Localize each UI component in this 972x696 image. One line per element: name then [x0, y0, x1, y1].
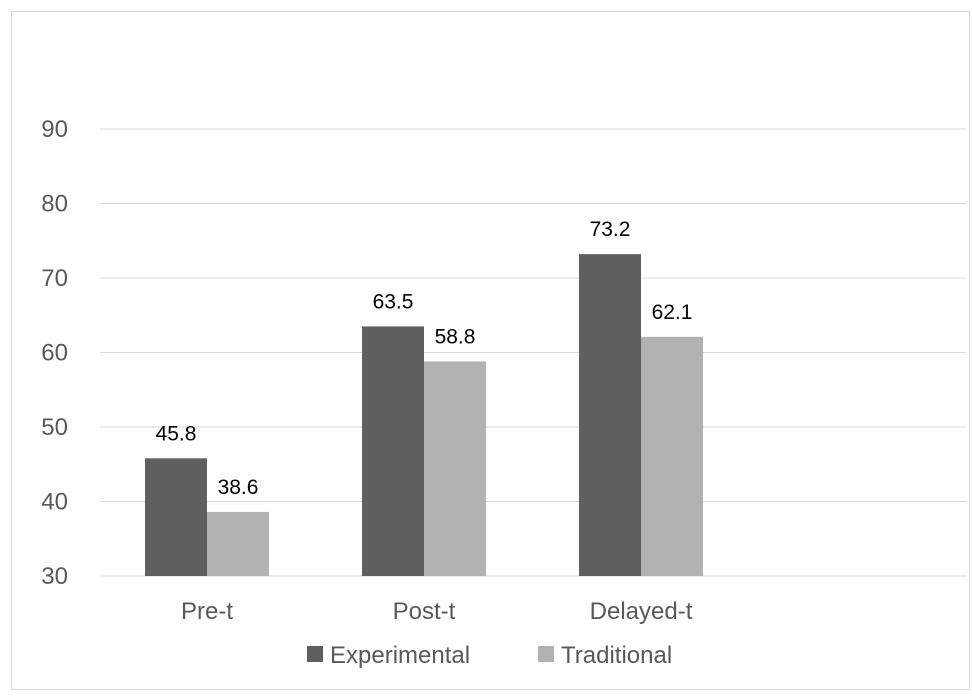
x-axis-categories: Pre-t Post-t Delayed-t [181, 598, 693, 625]
bar-traditional-delayed-t [641, 336, 703, 576]
data-label-experimental-post-t: 63.5 [373, 290, 414, 313]
chart-border [11, 11, 970, 690]
data-label-traditional-delayed-t: 62.1 [652, 301, 693, 324]
legend-swatch-traditional [538, 646, 554, 662]
y-tick-label: 50 [41, 414, 68, 441]
legend-label-experimental: Experimental [330, 642, 470, 669]
legend-label-traditional: Traditional [561, 642, 672, 669]
data-label-experimental-pre-t: 45.8 [156, 422, 197, 445]
y-tick-label: 60 [41, 340, 68, 367]
data-label-traditional-post-t: 58.8 [435, 325, 476, 348]
data-label-experimental-delayed-t: 73.2 [590, 218, 631, 241]
legend: Experimental Traditional [307, 642, 672, 669]
y-tick-label: 30 [41, 563, 68, 590]
bar-experimental-delayed-t [579, 254, 641, 576]
y-tick-label: 90 [41, 116, 68, 143]
y-tick-label: 80 [41, 191, 68, 218]
bar-experimental-pre-t [145, 458, 207, 576]
x-category-label: Post-t [393, 598, 456, 625]
y-tick-label: 70 [41, 265, 68, 292]
x-category-label: Delayed-t [590, 598, 693, 625]
bar-traditional-pre-t [207, 511, 269, 576]
y-axis-ticks: 30 40 50 60 70 80 90 [41, 116, 68, 590]
legend-swatch-experimental [307, 646, 323, 662]
gridlines [100, 128, 966, 577]
x-category-label: Pre-t [181, 598, 233, 625]
bars [145, 254, 703, 576]
data-labels: 45.8 38.6 63.5 58.8 73.2 62.1 [156, 218, 693, 499]
bar-traditional-post-t [424, 361, 486, 576]
bar-experimental-post-t [362, 326, 424, 576]
y-tick-label: 40 [41, 489, 68, 516]
data-label-traditional-pre-t: 38.6 [218, 476, 259, 499]
